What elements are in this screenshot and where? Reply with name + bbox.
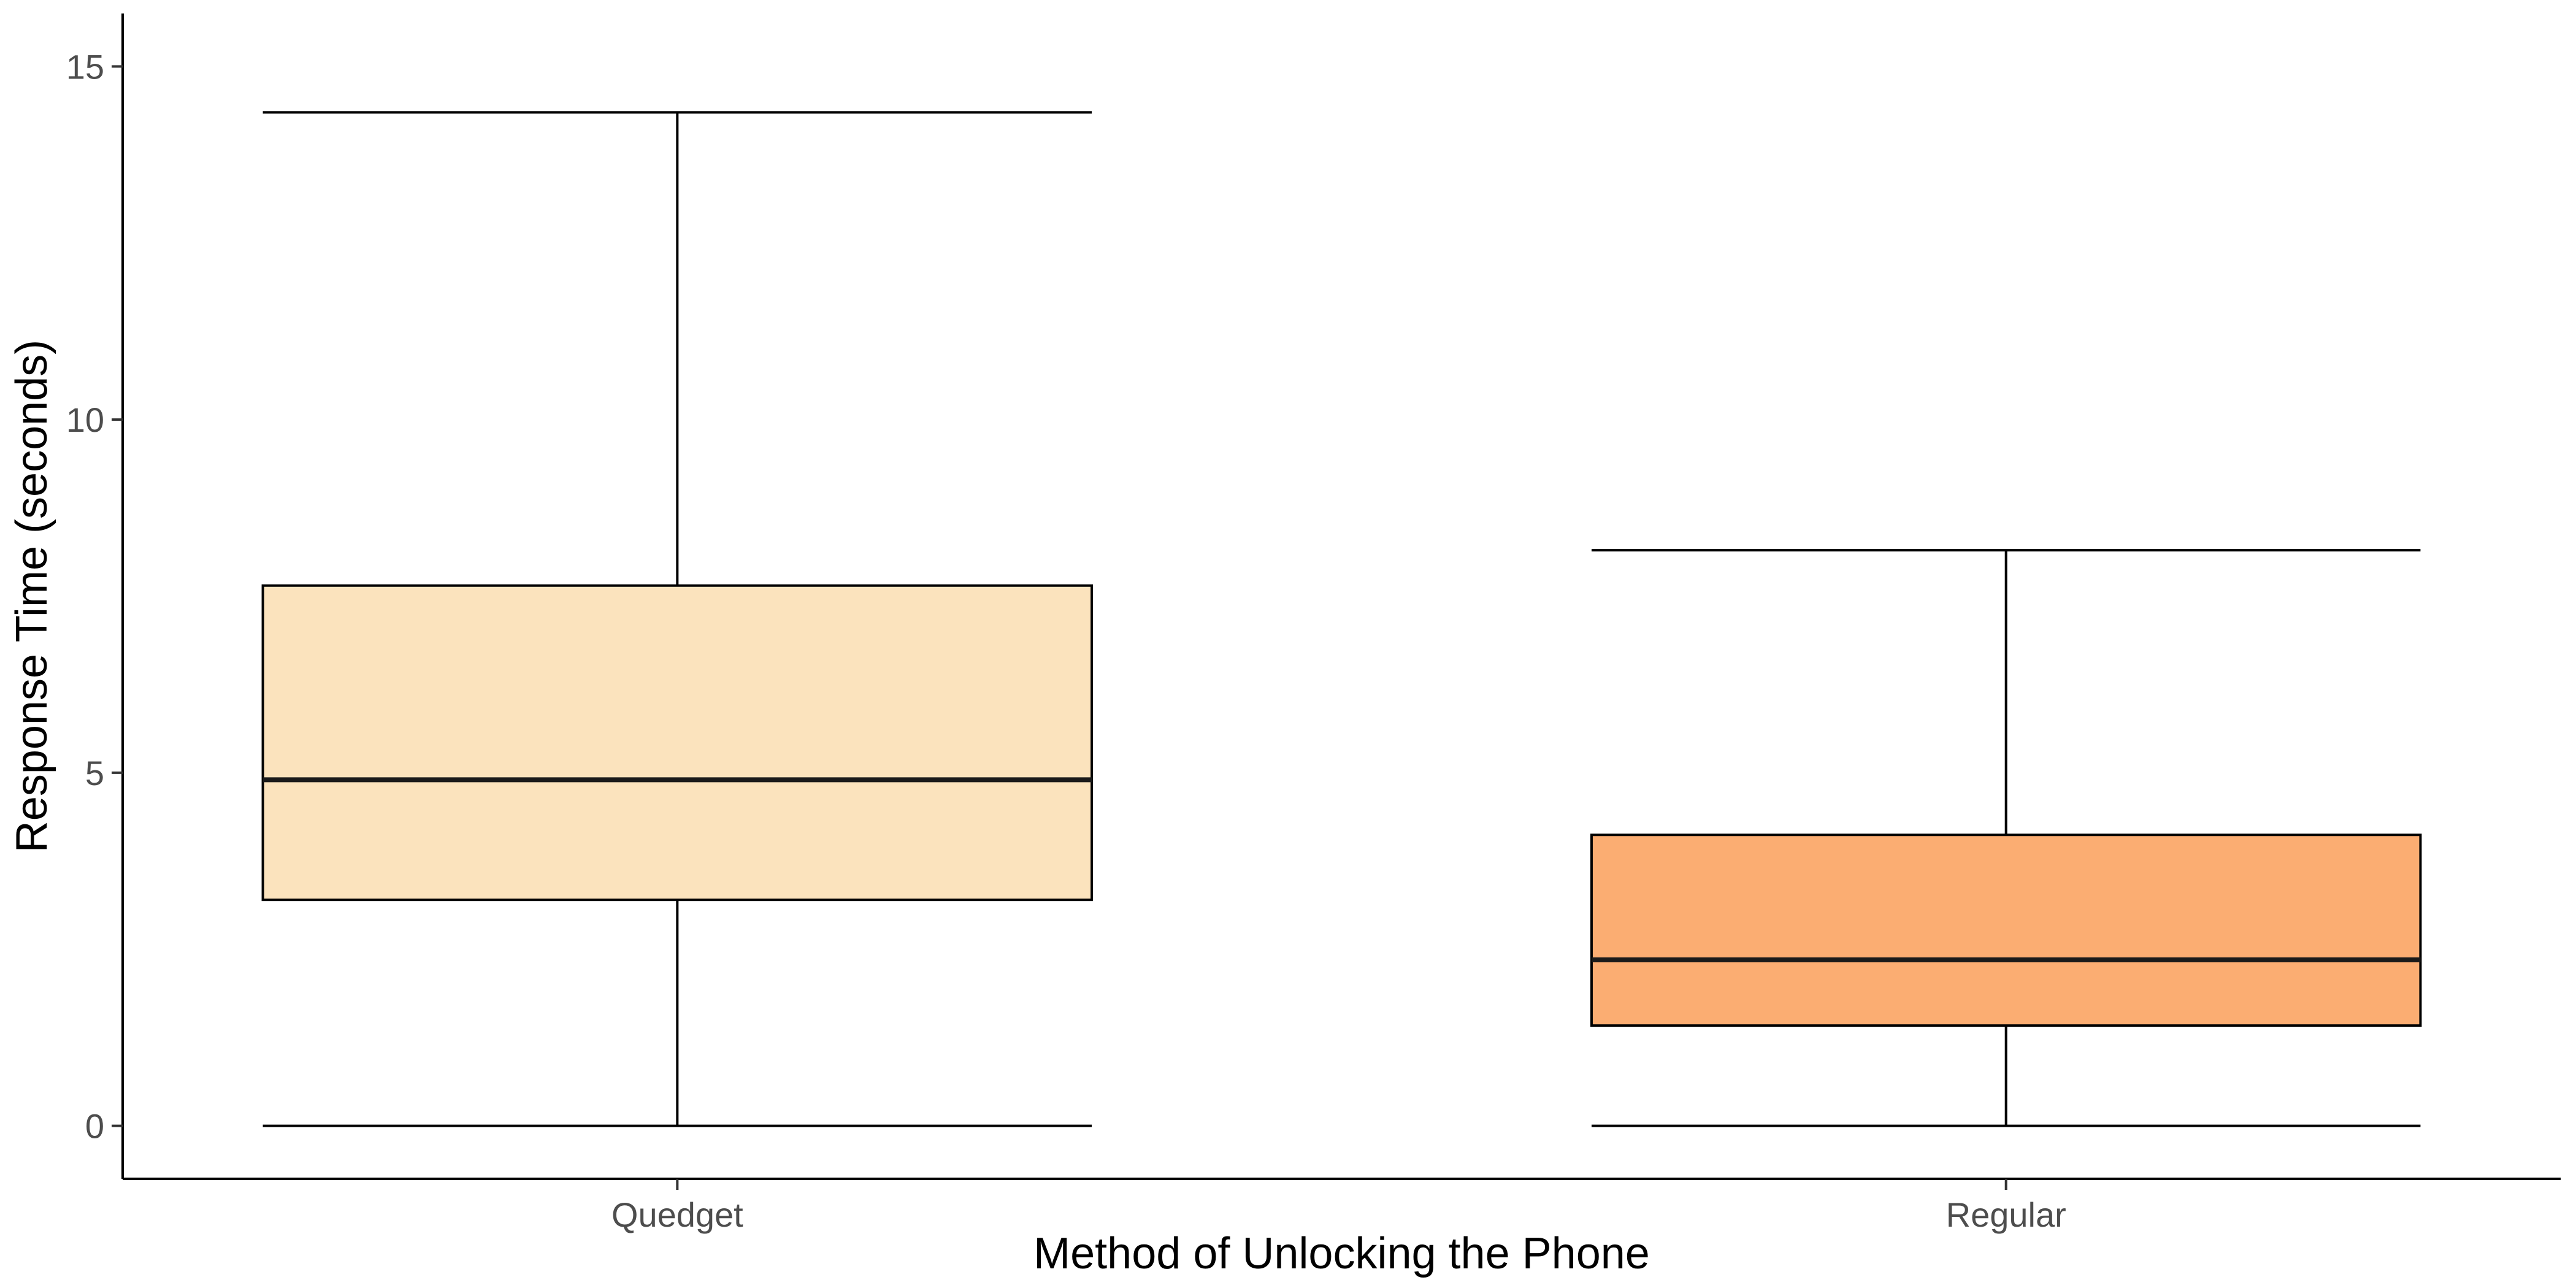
axes-layer <box>121 13 2561 1180</box>
y-ticks: 0 5 10 15 <box>66 47 123 1146</box>
x-tick-label: Quedget <box>611 1195 743 1234</box>
y-axis-title: Response Time (seconds) <box>7 340 56 853</box>
y-tick-label: 5 <box>85 754 104 792</box>
box-regular <box>1590 549 2422 1127</box>
y-tick-label: 15 <box>66 47 104 86</box>
y-tick-label: 0 <box>85 1107 104 1146</box>
boxes-layer <box>261 111 2422 1127</box>
x-ticks: Quedget Regular <box>611 1179 2066 1234</box>
y-tick-label: 10 <box>66 401 104 439</box>
x-tick-label: Regular <box>1946 1195 2066 1234</box>
x-axis-title: Method of Unlocking the Phone <box>1033 1229 1650 1278</box>
box-quedget <box>261 111 1094 1127</box>
iqr-box <box>1590 834 2422 1027</box>
iqr-box <box>261 584 1094 902</box>
